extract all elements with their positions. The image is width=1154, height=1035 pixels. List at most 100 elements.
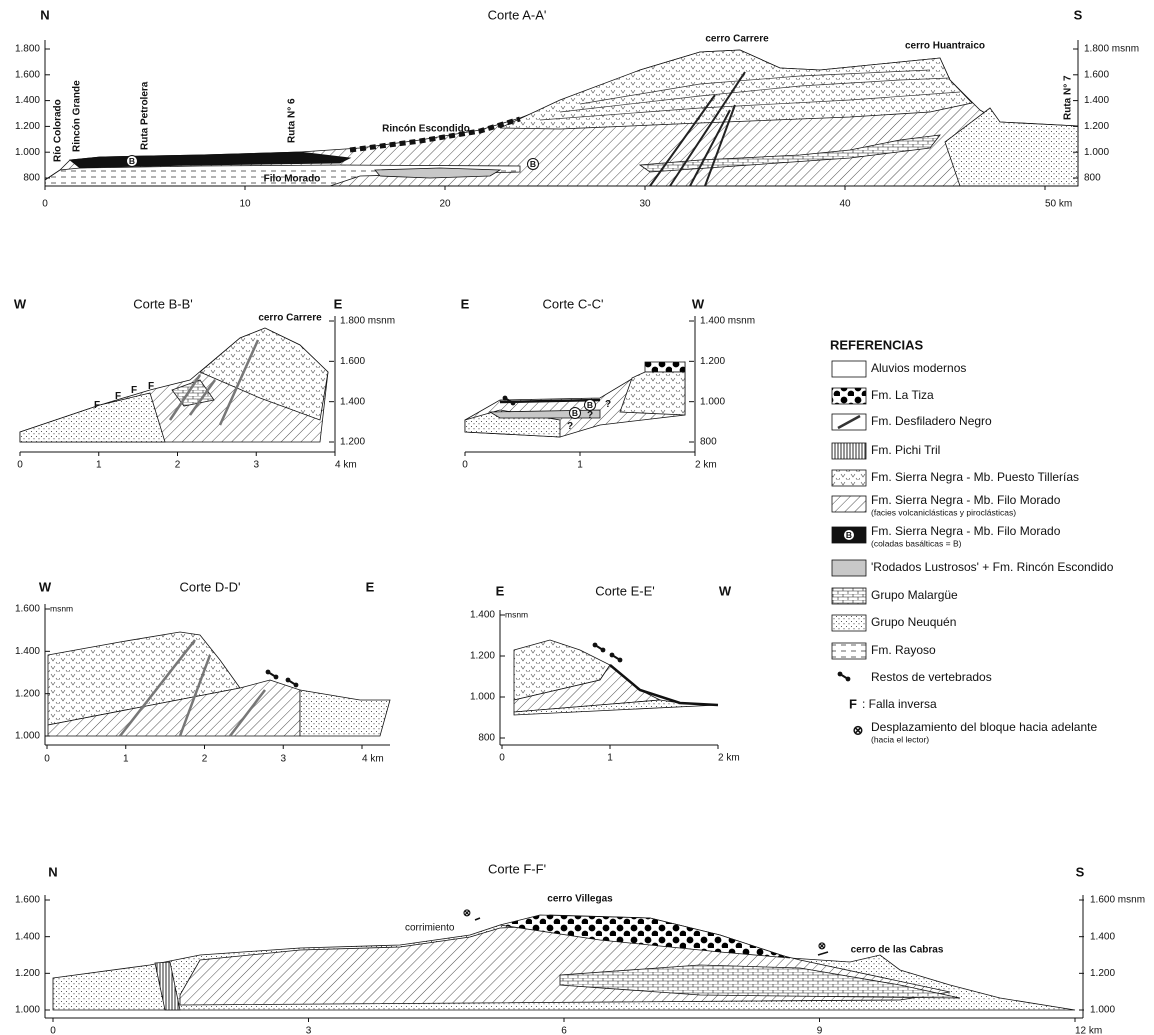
axis-label: 800 <box>700 437 717 448</box>
orientation: W <box>719 583 732 598</box>
axis-label: 3 <box>280 754 286 765</box>
axis-label: 30 <box>639 199 651 210</box>
place-label: Ruta N° 6 <box>287 98 298 143</box>
legend-symbol: ⊗ <box>853 722 864 737</box>
axis-label: 1.000 <box>1084 147 1109 158</box>
legend-symbol: B <box>846 530 852 540</box>
place-label: corrimiento <box>405 923 455 934</box>
axis-label: 3 <box>253 460 259 471</box>
place-label: cerro de las Cabras <box>851 945 944 956</box>
orientation: E <box>461 296 470 311</box>
legend-text: Fm. Desfiladero Negro <box>871 414 992 428</box>
axis-label: 2 <box>202 754 208 765</box>
formation <box>20 393 165 442</box>
axis-label: 1 <box>577 460 583 471</box>
bone-end <box>846 677 851 682</box>
axis-label: 4 km <box>335 460 357 471</box>
bone-end <box>610 653 615 658</box>
place-label: cerro Carrere <box>258 313 322 324</box>
marker: F <box>115 391 121 402</box>
legend-swatch <box>832 588 866 604</box>
section-title: Corte D-D' <box>180 579 241 594</box>
legend-text: : Falla inversa <box>862 697 937 711</box>
marker: F <box>94 400 100 411</box>
axis-label: 1 <box>607 753 613 764</box>
orientation: W <box>692 296 705 311</box>
axis-label: 1 <box>96 460 102 471</box>
marker: ? <box>605 399 611 410</box>
place-label: Rincón Escondido <box>382 124 470 135</box>
bone-end <box>511 401 516 406</box>
axis-label: 0 <box>42 199 48 210</box>
place-label: Filo Morado <box>264 174 321 185</box>
axis-label: 1.200 <box>470 651 495 662</box>
place-label: msnm <box>505 609 528 619</box>
section-title: Corte F-F' <box>488 861 546 876</box>
axis-label: 1.800 <box>15 44 40 55</box>
section-title: Corte E-E' <box>595 583 655 598</box>
axis-label: 12 km <box>1075 1026 1102 1035</box>
orientation: S <box>1074 7 1083 22</box>
axis-label: 2 km <box>718 753 740 764</box>
axis-label: 1.400 msnm <box>700 316 755 327</box>
place-label: cerro Carrere <box>705 34 769 45</box>
marker: ⊗ <box>463 908 471 919</box>
legend-symbol: F <box>849 696 857 711</box>
axis-label: 1.400 <box>470 610 495 621</box>
legend-text: Fm. Sierra Negra - Mb. Filo Morado <box>871 524 1061 538</box>
axis-label: 1.600 msnm <box>1090 895 1145 906</box>
axis-label: 2 <box>175 460 181 471</box>
axis-label: 1.000 <box>15 147 40 158</box>
marker: ? <box>567 421 573 432</box>
legend-text: Fm. Pichi Tril <box>871 443 940 457</box>
legend-text: Fm. Sierra Negra - Mb. Filo Morado <box>871 493 1061 507</box>
body: { "sections": [ {"title": "Corte A-A'", … <box>0 0 1154 1035</box>
thrust <box>818 952 828 955</box>
legend-swatch <box>832 361 866 377</box>
axis-label: 1.000 <box>700 396 725 407</box>
bone-end <box>601 648 606 653</box>
axis-label: 1.400 <box>340 396 365 407</box>
marker: F <box>131 385 137 396</box>
axis-label: 1.400 <box>15 646 40 657</box>
axis-label: 1.600 <box>15 69 40 80</box>
axis-label: 1.000 <box>15 731 40 742</box>
axis-label: 800 <box>478 733 495 744</box>
formation <box>300 690 390 736</box>
legend-text: Fm. Rayoso <box>871 643 936 657</box>
marker: ⊗ <box>818 941 826 952</box>
axis-label: 1.200 <box>15 968 40 979</box>
axis-label: 800 <box>23 173 40 184</box>
axis-label: 1.400 <box>15 95 40 106</box>
axis-label: 20 <box>439 199 451 210</box>
bone-end <box>266 670 271 675</box>
bone-end <box>294 683 299 688</box>
legend-swatch <box>832 443 866 459</box>
orientation: E <box>366 579 375 594</box>
marker: B <box>572 408 578 418</box>
place-label: cerro Villegas <box>547 894 613 905</box>
legend-text: 'Rodados Lustrosos' + Fm. Rincón Escondi… <box>871 560 1114 574</box>
orientation: E <box>334 296 343 311</box>
orientation: N <box>48 864 57 879</box>
axis-label: 1.400 <box>15 931 40 942</box>
axis-label: 3 <box>306 1026 312 1035</box>
axis-label: 1.600 <box>15 895 40 906</box>
place-label: msnm <box>50 603 73 613</box>
legend-swatch <box>832 470 866 486</box>
figure: Corte A-A'NS1.8001.6001.4001.2001.000800… <box>0 0 1154 1035</box>
bone-end <box>274 675 279 680</box>
legend-text: Desplazamiento del bloque hacia adelante <box>871 720 1097 734</box>
legend-text: Grupo Neuquén <box>871 615 956 629</box>
axis-label: 0 <box>44 754 50 765</box>
axis-label: 1.000 <box>1090 1005 1115 1016</box>
legend-swatch <box>832 496 866 512</box>
legend-text: Fm. La Tiza <box>871 388 934 402</box>
axis-label: 1.200 <box>700 356 725 367</box>
bone-end <box>838 672 843 677</box>
legend-text: Restos de vertebrados <box>871 670 992 684</box>
axis-label: 1.800 msnm <box>1084 44 1139 55</box>
legend-note: (facies volcaniclásticas y piroclásticas… <box>871 507 1016 517</box>
legend-title: REFERENCIAS <box>830 337 924 352</box>
axis-label: 1.200 <box>15 688 40 699</box>
